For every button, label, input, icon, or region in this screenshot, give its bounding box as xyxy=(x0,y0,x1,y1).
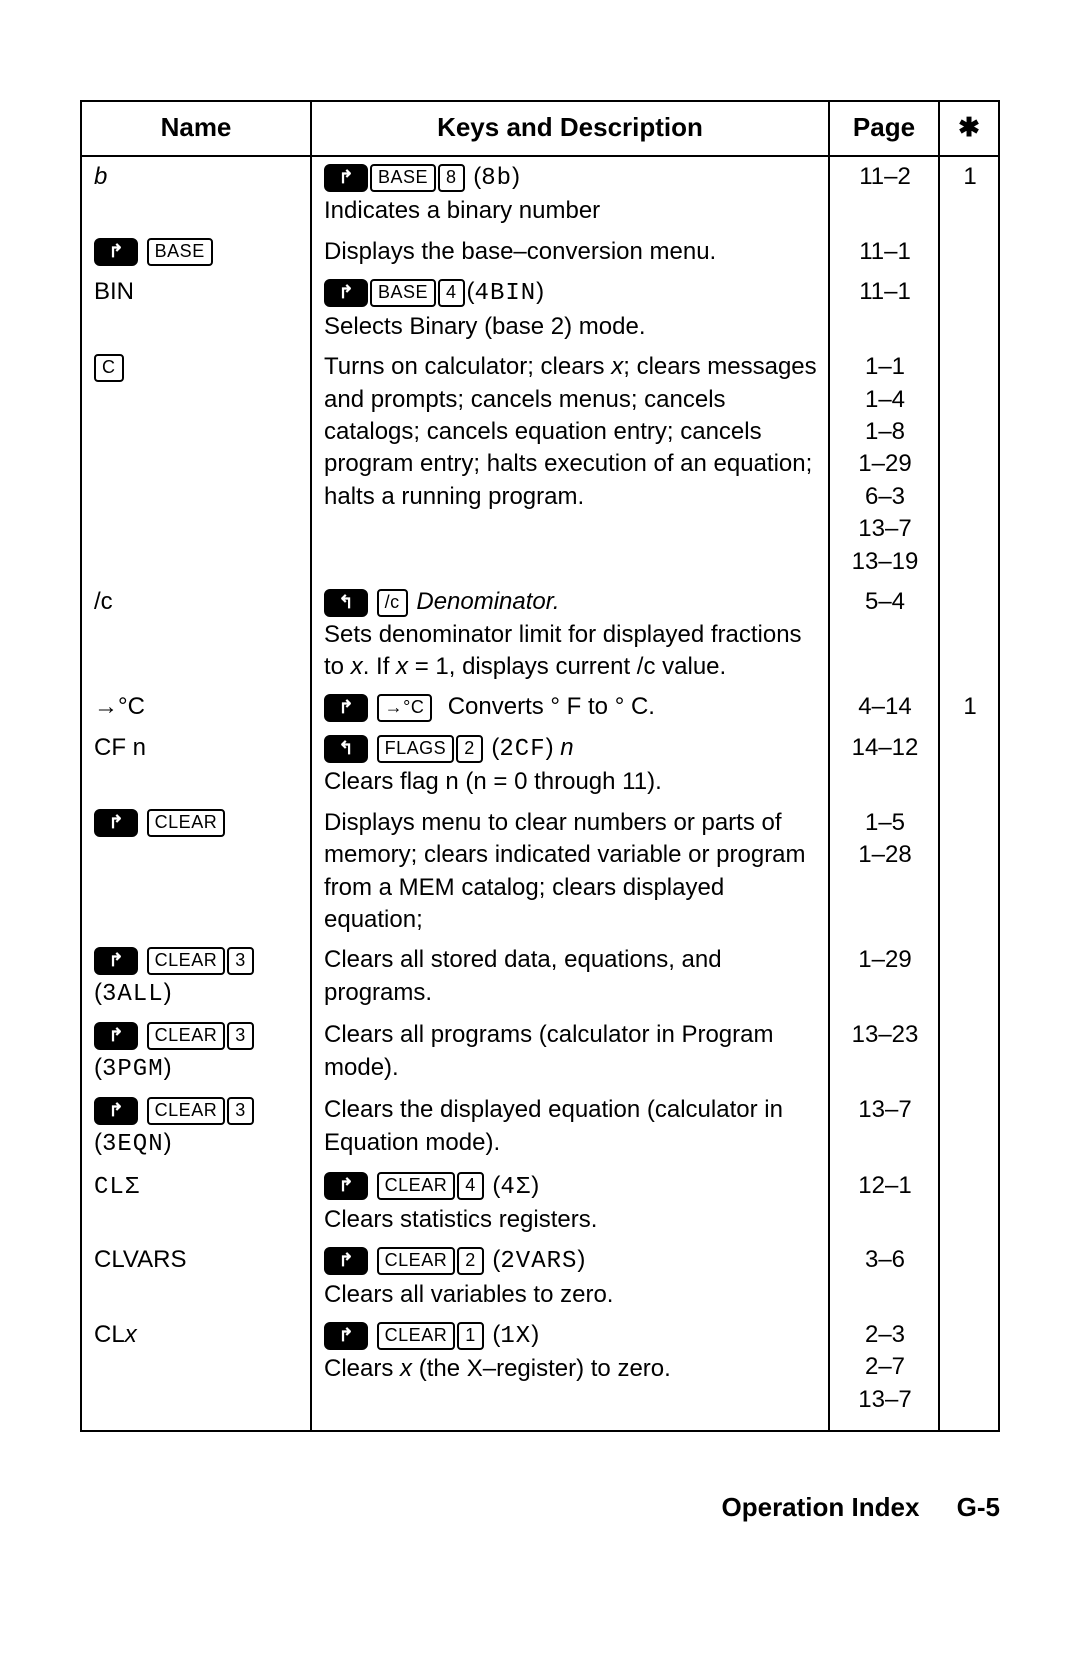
cell-desc: ↱ →°C Converts ° F to ° C. xyxy=(311,687,829,728)
cell-name: BIN xyxy=(81,272,311,347)
table-row: →°C ↱ →°C Converts ° F to ° C. 4–14 1 xyxy=(81,687,999,728)
table-row: BIN ↱BASE4(4BIN)Selects Binary (base 2) … xyxy=(81,272,999,347)
cell-page: 1–51–28 xyxy=(829,803,939,941)
cell-desc: ↱ CLEAR1 (1X)Clears x (the X–register) t… xyxy=(311,1315,829,1431)
cell-star: 1 xyxy=(939,156,999,232)
table-row: CLVARS ↱ CLEAR2 (2VARS)Clears all variab… xyxy=(81,1240,999,1315)
cell-name: b xyxy=(81,156,311,232)
table-row: ↱ CLEAR3(3EQN) Clears the displayed equa… xyxy=(81,1090,999,1165)
cell-desc: ↱ CLEAR4 (4Σ)Clears statistics registers… xyxy=(311,1166,829,1241)
cell-star xyxy=(939,940,999,1015)
cell-name: CLx xyxy=(81,1315,311,1431)
cell-page: 13–7 xyxy=(829,1090,939,1165)
cell-star xyxy=(939,803,999,941)
table-row: ↱ CLEAR Displays menu to clear numbers o… xyxy=(81,803,999,941)
table-row: ↱ BASE Displays the base–conversion menu… xyxy=(81,232,999,273)
cell-name: ↱ CLEAR3(3EQN) xyxy=(81,1090,311,1165)
cell-name: ↱ CLEAR3(3ALL) xyxy=(81,940,311,1015)
cell-desc: Clears the displayed equation (calculato… xyxy=(311,1090,829,1165)
cell-name: /c xyxy=(81,582,311,687)
col-header-page: Page xyxy=(829,101,939,156)
cell-desc: Clears all stored data, equations, and p… xyxy=(311,940,829,1015)
cell-desc: ↱BASE8 (8b)Indicates a binary number xyxy=(311,156,829,232)
footer-page-number: G-5 xyxy=(957,1492,1000,1522)
cell-page: 1–29 xyxy=(829,940,939,1015)
cell-desc: ↰ FLAGS2 (2CF) nClears flag n (n = 0 thr… xyxy=(311,728,829,803)
cell-star xyxy=(939,1240,999,1315)
cell-star xyxy=(939,1090,999,1165)
cell-name: CLVARS xyxy=(81,1240,311,1315)
cell-page: 4–14 xyxy=(829,687,939,728)
cell-star xyxy=(939,1315,999,1431)
cell-star xyxy=(939,728,999,803)
table-row: b ↱BASE8 (8b)Indicates a binary number 1… xyxy=(81,156,999,232)
cell-desc: Clears all programs (calculator in Progr… xyxy=(311,1015,829,1090)
cell-page: 11–1 xyxy=(829,232,939,273)
cell-page: 14–12 xyxy=(829,728,939,803)
col-header-star: ✱ xyxy=(939,101,999,156)
operation-index-table: Name Keys and Description Page ✱ b ↱BASE… xyxy=(80,100,1000,1432)
cell-desc: ↱ CLEAR2 (2VARS)Clears all variables to … xyxy=(311,1240,829,1315)
cell-star xyxy=(939,232,999,273)
cell-star xyxy=(939,1166,999,1241)
table-row: CLx ↱ CLEAR1 (1X)Clears x (the X–registe… xyxy=(81,1315,999,1431)
cell-name: CF n xyxy=(81,728,311,803)
cell-page: 11–2 xyxy=(829,156,939,232)
cell-star xyxy=(939,272,999,347)
cell-desc: ↰ /c Denominator.Sets denominator limit … xyxy=(311,582,829,687)
table-row: C Turns on calculator; clears x; clears … xyxy=(81,347,999,582)
table-row: CLΣ ↱ CLEAR4 (4Σ)Clears statistics regis… xyxy=(81,1166,999,1241)
cell-page: 5–4 xyxy=(829,582,939,687)
table-row: CF n ↰ FLAGS2 (2CF) nClears flag n (n = … xyxy=(81,728,999,803)
cell-name: ↱ CLEAR3(3PGM) xyxy=(81,1015,311,1090)
cell-star xyxy=(939,582,999,687)
table-row: ↱ CLEAR3(3PGM) Clears all programs (calc… xyxy=(81,1015,999,1090)
cell-page: 11–1 xyxy=(829,272,939,347)
table-row: /c ↰ /c Denominator.Sets denominator lim… xyxy=(81,582,999,687)
cell-page: 2–32–713–7 xyxy=(829,1315,939,1431)
cell-desc: ↱BASE4(4BIN)Selects Binary (base 2) mode… xyxy=(311,272,829,347)
cell-name: ↱ BASE xyxy=(81,232,311,273)
cell-star: 1 xyxy=(939,687,999,728)
cell-page: 13–23 xyxy=(829,1015,939,1090)
cell-name: →°C xyxy=(81,687,311,728)
cell-name: C xyxy=(81,347,311,582)
cell-desc: Displays menu to clear numbers or parts … xyxy=(311,803,829,941)
footer-title: Operation Index xyxy=(722,1492,920,1522)
cell-desc: Displays the base–conversion menu. xyxy=(311,232,829,273)
cell-star xyxy=(939,347,999,582)
table-row: ↱ CLEAR3(3ALL) Clears all stored data, e… xyxy=(81,940,999,1015)
cell-page: 1–11–41–81–296–313–713–19 xyxy=(829,347,939,582)
cell-name: ↱ CLEAR xyxy=(81,803,311,941)
cell-page: 12–1 xyxy=(829,1166,939,1241)
cell-star xyxy=(939,1015,999,1090)
cell-name: CLΣ xyxy=(81,1166,311,1241)
cell-desc: Turns on calculator; clears x; clears me… xyxy=(311,347,829,582)
col-header-desc: Keys and Description xyxy=(311,101,829,156)
cell-page: 3–6 xyxy=(829,1240,939,1315)
col-header-name: Name xyxy=(81,101,311,156)
page-footer: Operation Index G-5 xyxy=(80,1492,1000,1523)
